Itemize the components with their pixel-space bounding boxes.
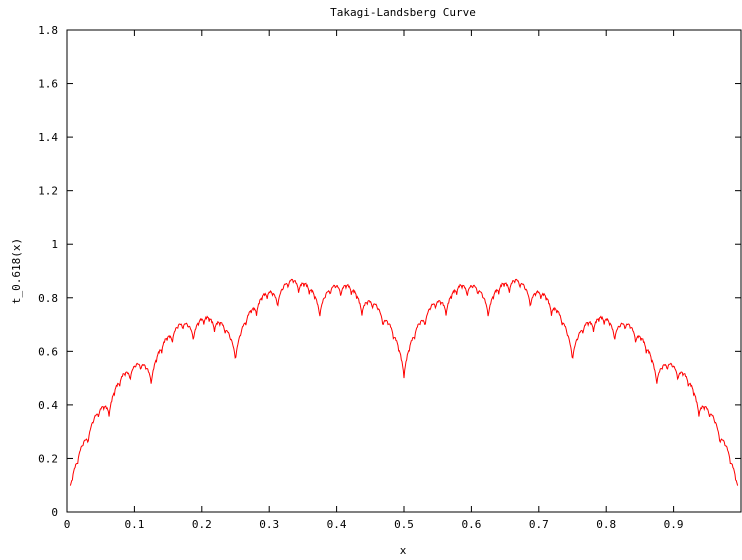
y-tick-label: 1.4 (38, 131, 58, 144)
y-tick-label: 0.2 (38, 452, 58, 465)
y-tick-label: 0.8 (38, 292, 58, 305)
y-tick-label: 0 (51, 506, 58, 519)
plot-frame (66, 29, 742, 513)
x-tick-label: 0.4 (327, 518, 347, 531)
y-tick-label: 1.2 (38, 185, 58, 198)
x-tick-label: 0.1 (124, 518, 144, 531)
x-tick-label: 0 (64, 518, 71, 531)
y-tick-label: 1 (51, 238, 58, 251)
x-axis: 0 0.1 0.2 0.3 0.4 0.5 0.6 0.7 0.8 0.9 (64, 30, 684, 531)
series-line (69, 278, 739, 486)
x-axis-label: x (400, 544, 407, 557)
x-tick-label: 0.9 (664, 518, 684, 531)
x-tick-label: 0.6 (461, 518, 481, 531)
x-tick-label: 0.2 (192, 518, 212, 531)
x-tick-label: 0.5 (394, 518, 414, 531)
chart-title: Takagi-Landsberg Curve (330, 6, 476, 19)
y-tick-label: 1.8 (38, 24, 58, 37)
x-tick-label: 0.7 (529, 518, 549, 531)
y-tick-label: 1.6 (38, 78, 58, 91)
x-tick-label: 0.3 (259, 518, 279, 531)
y-tick-label: 0.4 (38, 399, 58, 412)
x-tick-label: 0.8 (596, 518, 616, 531)
y-tick-label: 0.6 (38, 345, 58, 358)
y-axis: 0 0.2 0.4 0.6 0.8 1 1.2 1.4 1.6 1.8 (38, 24, 741, 519)
y-axis-label: t_0.618(x) (10, 238, 23, 304)
